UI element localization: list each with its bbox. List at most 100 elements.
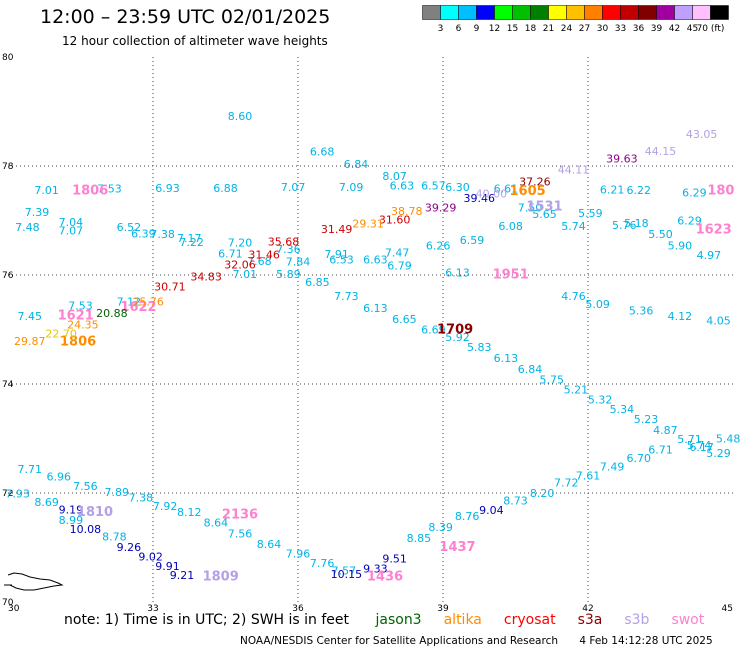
latitude-label: 80 (2, 53, 14, 63)
wave-height-point: 5.36 (629, 305, 654, 318)
wave-height-point: 7.47 (385, 247, 410, 260)
wave-height-point: 6.29 (677, 215, 702, 228)
satellite-s3b: s3b (624, 612, 650, 628)
wave-height-point: 9.26 (117, 541, 142, 554)
wave-height-point: 6.88 (213, 182, 238, 195)
wave-height-point: 6.21 (600, 184, 625, 197)
wave-height-point: 8.73 (503, 495, 528, 508)
colorbar-label: 18 (525, 24, 537, 34)
wave-height-point: 6.71 (218, 247, 243, 260)
wave-height-point: 5.74 (561, 220, 586, 233)
wave-height-point: 31.60 (379, 214, 411, 227)
pass-id-label: 1951 (493, 268, 529, 283)
wave-height-point: 7.76 (310, 557, 335, 570)
wave-height-point: 6.29 (682, 186, 707, 199)
wave-height-point: 7.93 (5, 488, 30, 501)
satellite-legend: jason3 altika cryosat s3a s3b swot (353, 612, 704, 628)
wave-height-point: 6.63 (363, 253, 388, 266)
pass-id-label: 1437 (439, 540, 475, 555)
colorbar-label: 3 (438, 24, 444, 34)
wave-height-point: 5.75 (540, 374, 565, 387)
wave-height-point: 6.26 (426, 240, 451, 253)
colorbar-label: 45 (687, 24, 698, 34)
wave-height-point: 6.17 (689, 441, 714, 454)
wave-height-point: 7.07 (59, 224, 84, 237)
wave-height-point: 7.73 (334, 290, 359, 303)
map-grid (8, 57, 733, 602)
wave-height-point: 7.53 (97, 182, 122, 195)
wave-height-point: 4.97 (697, 249, 722, 262)
wave-height-point: 4.87 (653, 424, 678, 437)
wave-height-point: 4.76 (561, 290, 586, 303)
wave-height-point: 5.09 (585, 298, 610, 311)
wave-height-point: 6.65 (392, 313, 417, 326)
wave-height-point: 7.49 (600, 460, 625, 473)
pass-id-label: 1806 (60, 335, 96, 350)
credit-line: NOAA/NESDIS Center for Satellite Applica… (240, 635, 713, 647)
map-note: note: 1) Time is in UTC; 2) SWH is in fe… (64, 612, 704, 628)
wave-height-point: 7.36 (276, 243, 301, 256)
wave-height-point: 7.01 (34, 184, 59, 197)
wave-height-point: 6.63 (390, 180, 415, 193)
wave-height-point: 8.76 (455, 510, 480, 523)
pass-id-label: 1709 (437, 323, 473, 338)
wave-height-point: 38.78 (391, 205, 423, 218)
coastline-shape (4, 572, 64, 591)
wave-height-point: 5.21 (564, 384, 589, 397)
wave-height-point: 5.89 (276, 268, 301, 281)
wave-height-point: 6.52 (117, 221, 142, 234)
colorbar-label: 6 (456, 24, 462, 34)
wave-height-point: 6.79 (387, 259, 412, 272)
wave-height-point: 7.45 (18, 310, 43, 323)
longitude-label: 42 (582, 604, 593, 612)
wave-height-point: 39.46 (464, 192, 496, 205)
wave-height-point: 7.56 (228, 527, 253, 540)
credit-org: NOAA/NESDIS Center for Satellite Applica… (240, 635, 558, 647)
satellite-swot: swot (671, 612, 705, 628)
wave-height-point: 5.92 (445, 331, 470, 344)
wave-height-point: 44.11 (558, 163, 590, 176)
wave-height-point: 7.71 (18, 463, 43, 476)
wave-height-point: 43.05 (686, 128, 718, 141)
longitude-label: 45 (722, 604, 733, 612)
colorbar-label: 24 (561, 24, 573, 34)
wave-height-point: 5.29 (706, 447, 731, 460)
colorbar-label: 70 (ft) (697, 24, 725, 34)
map-title: 12:00 – 23:59 UTC 02/01/2025 (40, 6, 331, 28)
longitude-label: 30 (8, 604, 20, 612)
wave-height-point: 5.74 (687, 439, 712, 452)
longitude-label: 39 (437, 604, 449, 612)
wave-height-points: 8.606.686.848.076.63 6.57 6.30 6.617.01 7.53… (5, 110, 740, 584)
wave-height-point: 9.21 (170, 569, 195, 582)
colorbar-label: 15 (507, 24, 518, 34)
wave-height-point: 6.71 (648, 443, 673, 456)
wave-height-point: 6.70 (627, 452, 652, 465)
wave-height-point: 7.22 (179, 236, 204, 249)
wave-height-point: 4.05 (706, 314, 731, 327)
wave-height-point: 10.08 (70, 523, 102, 536)
pass-id-label: 1436 (367, 569, 403, 584)
wave-height-point: 7.57 (332, 564, 357, 577)
latitude-label: 74 (2, 380, 14, 390)
wave-height-point: 29.31 (352, 217, 384, 230)
wave-height-point: 7.04 (59, 216, 84, 229)
wave-height-point: 7.12 (117, 295, 142, 308)
colorbar-swatch (710, 5, 729, 20)
wave-height-point: 8.99 (59, 514, 84, 527)
wave-height-point: 5.90 (668, 240, 693, 253)
wave-height-point: 34.83 (190, 271, 222, 284)
wave-height-point: 9.04 (479, 504, 504, 517)
colorbar-label: 21 (543, 24, 554, 34)
pass-id-label: 1531 (526, 199, 562, 214)
wave-height-point: 8.20 (530, 487, 555, 500)
wave-height-point: 7.50 (518, 202, 543, 215)
wave-height-point: 7.48 (15, 221, 40, 234)
wave-height-point: 8.39 (428, 521, 453, 534)
wave-height-point: 44.15 (645, 145, 677, 158)
wave-height-point: 6.84 (518, 363, 543, 376)
pass-id-label: 1605 (509, 184, 545, 199)
wave-height-point: 7.17 (177, 232, 202, 245)
